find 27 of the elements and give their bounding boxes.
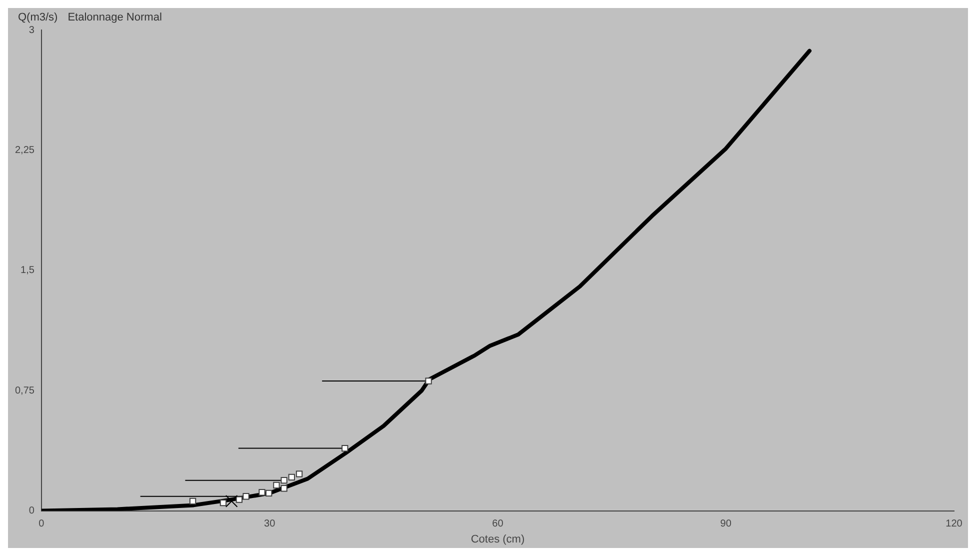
y-axis-title: Q(m3/s) <box>18 12 58 24</box>
y-tick-label: 0 <box>28 506 35 517</box>
point <box>273 482 280 488</box>
y-tick-label: 2,25 <box>14 144 35 156</box>
x-tick-label: 0 <box>38 518 45 530</box>
point <box>288 474 295 480</box>
x-tick-label: 120 <box>946 518 963 530</box>
y-tick-label: 1,5 <box>20 265 35 276</box>
point <box>225 495 238 508</box>
point <box>258 489 266 496</box>
point <box>342 444 348 452</box>
x-tick-label: 90 <box>720 518 732 530</box>
point <box>236 496 243 503</box>
point <box>296 470 303 478</box>
x-tick-label: 30 <box>264 518 276 530</box>
y-tick-label: 0,75 <box>14 385 35 396</box>
point <box>266 490 272 496</box>
point <box>189 498 196 505</box>
x-axis-title: Cotes (cm) <box>470 533 525 546</box>
point <box>242 493 250 500</box>
point <box>280 485 288 492</box>
point <box>425 378 432 384</box>
y-tick-label: 3 <box>28 24 35 36</box>
point <box>220 499 227 506</box>
chart-title: Etalonnage Normal <box>68 12 162 24</box>
point <box>280 477 288 484</box>
x-tick-label: 60 <box>492 518 504 530</box>
